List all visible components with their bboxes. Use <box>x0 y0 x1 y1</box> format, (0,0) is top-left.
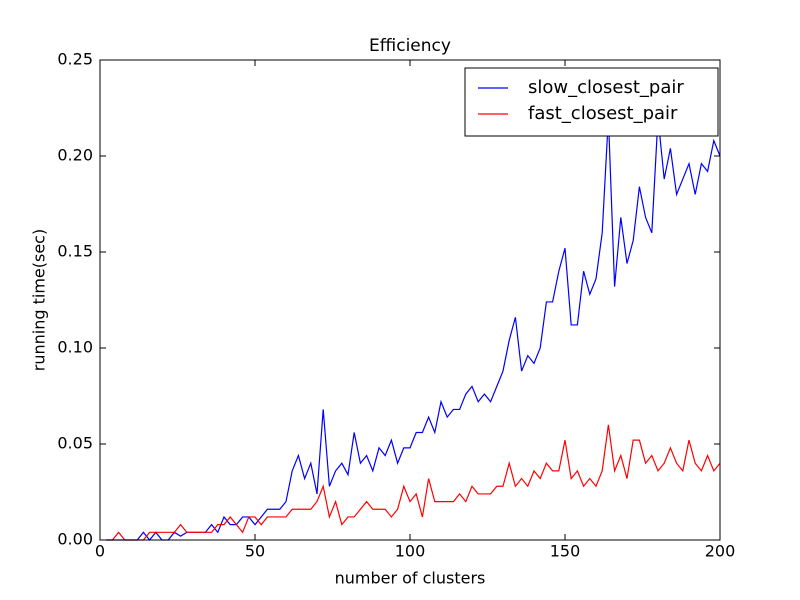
y-tick-label: 0.20 <box>57 146 93 165</box>
y-tick-label: 0.00 <box>57 530 93 549</box>
y-tick-label: 0.15 <box>57 242 93 261</box>
x-tick-label: 100 <box>395 542 426 561</box>
chart-title: Efficiency <box>369 36 451 56</box>
y-tick-label: 0.25 <box>57 50 93 69</box>
x-tick-label: 0 <box>95 542 105 561</box>
x-tick-label: 150 <box>550 542 581 561</box>
data-line <box>106 424 721 541</box>
x-tick-label: 50 <box>245 542 265 561</box>
y-tick-label: 0.05 <box>57 434 93 453</box>
x-tick-label: 200 <box>705 542 736 561</box>
data-line <box>106 117 721 541</box>
y-axis-label: running time(sec) <box>30 229 49 371</box>
legend-label: slow_closest_pair <box>528 77 684 98</box>
x-axis-label: number of clusters <box>335 569 486 588</box>
legend-label: fast_closest_pair <box>528 103 678 124</box>
legend-box <box>464 67 719 137</box>
y-tick-label: 0.10 <box>57 338 93 357</box>
